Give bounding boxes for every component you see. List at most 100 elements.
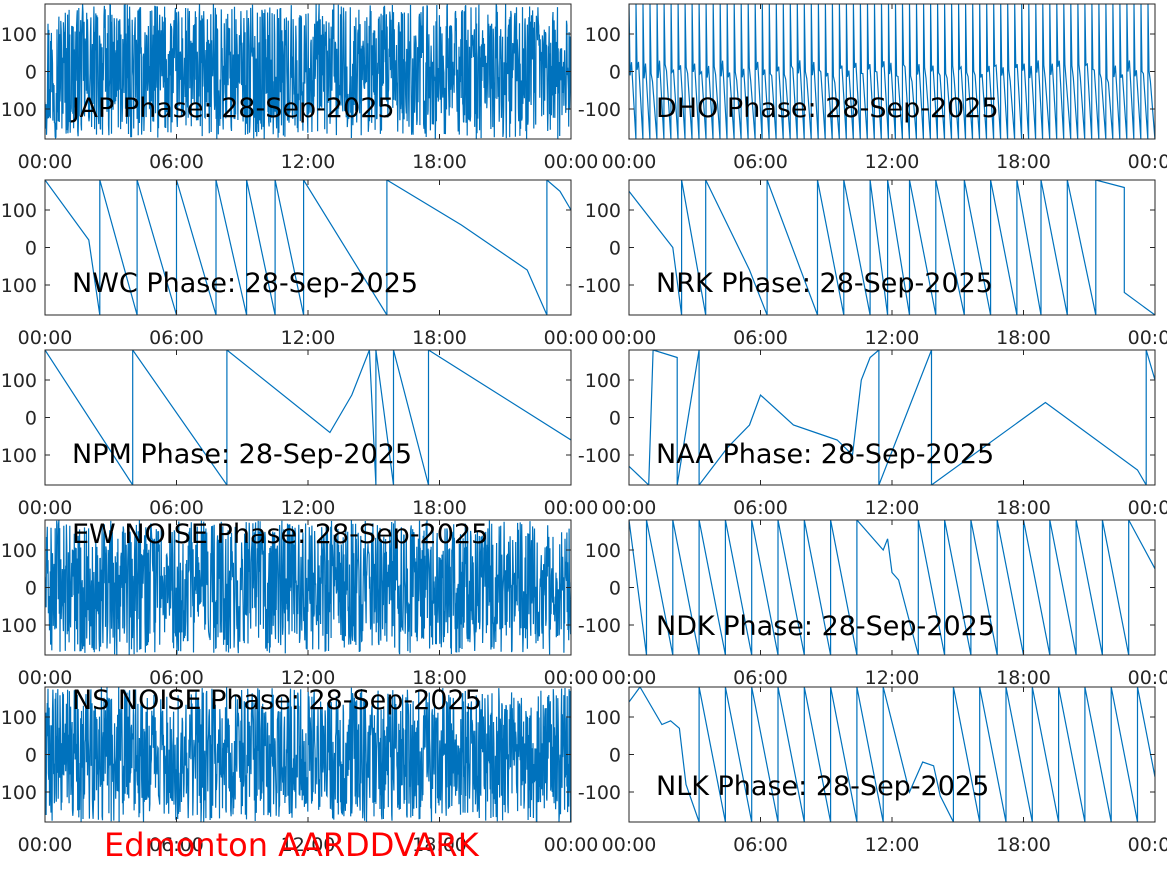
x-tick-label: 00:00: [602, 667, 657, 689]
phase-series-line: [45, 687, 571, 822]
panel-title: NPM Phase: 28-Sep-2025: [72, 439, 412, 470]
x-tick-label: 00:00: [602, 834, 657, 856]
y-tick-label: 100: [1, 540, 37, 562]
panel-title: NS NOISE Phase: 28-Sep-2025: [72, 685, 482, 716]
x-tick-label: 00:00: [18, 151, 73, 173]
x-tick-label: 00:00: [18, 497, 73, 519]
station-label: Edmonton AARDDVARK: [104, 826, 479, 864]
y-tick-label: 0: [25, 408, 37, 430]
x-tick-label: 18:00: [412, 667, 467, 689]
y-tick-label: -100: [578, 615, 621, 637]
phase-series-line: [45, 350, 571, 485]
y-tick-label: 0: [25, 62, 37, 84]
x-tick-label: 18:00: [996, 834, 1051, 856]
phase-series-line: [45, 4, 571, 139]
x-tick-label: 12:00: [865, 834, 920, 856]
x-tick-label: 00:00: [602, 327, 657, 349]
y-tick-label: 0: [609, 745, 621, 767]
phase-series-line: [629, 520, 1155, 655]
x-tick-label: 06:00: [149, 151, 204, 173]
panel-title: NDK Phase: 28-Sep-2025: [656, 611, 995, 642]
x-tick-label: 18:00: [412, 497, 467, 519]
y-tick-label: 100: [1, 24, 37, 46]
x-tick-label: 12:00: [281, 497, 336, 519]
phase-panel: 100 0 -100 00:00 06:00 12:00 18:00 00:00 NS NOIS…: [0, 685, 598, 856]
y-tick-label: -100: [0, 99, 37, 121]
y-tick-label: -100: [0, 615, 37, 637]
x-tick-label: 06:00: [149, 667, 204, 689]
x-tick-label: 12:00: [281, 834, 336, 856]
y-tick-label: 0: [25, 238, 37, 260]
phase-series-line: [629, 4, 1155, 139]
phase-series-line: [629, 350, 1155, 485]
x-tick-label: 06:00: [733, 497, 788, 519]
x-tick-label: 00:00: [1128, 151, 1167, 173]
x-tick-label: 18:00: [412, 151, 467, 173]
x-tick-label: 06:00: [149, 327, 204, 349]
phase-panel: 100 0 -100 00:00 06:00 12:00 18:00 00:00 JAP Pha…: [0, 3, 599, 173]
x-tick-label: 00:00: [1128, 497, 1167, 519]
y-tick-label: 100: [1, 707, 37, 729]
y-tick-label: -100: [0, 275, 37, 297]
y-tick-label: 100: [585, 540, 621, 562]
x-tick-label: 00:00: [544, 327, 599, 349]
x-tick-label: 00:00: [1128, 834, 1167, 856]
y-tick-label: -100: [578, 99, 621, 121]
x-tick-label: 12:00: [281, 151, 336, 173]
y-tick-label: -100: [0, 782, 37, 804]
x-tick-label: 00:00: [602, 497, 657, 519]
y-tick-label: 0: [609, 62, 621, 84]
x-tick-label: 18:00: [996, 667, 1051, 689]
y-tick-label: -100: [578, 782, 621, 804]
x-tick-label: 06:00: [733, 327, 788, 349]
y-tick-label: -100: [0, 445, 37, 467]
x-tick-label: 06:00: [733, 667, 788, 689]
y-tick-label: -100: [578, 275, 621, 297]
phase-series-line: [629, 180, 1155, 315]
x-tick-label: 12:00: [865, 497, 920, 519]
y-tick-label: 0: [25, 745, 37, 767]
x-tick-label: 12:00: [281, 667, 336, 689]
x-tick-label: 12:00: [865, 327, 920, 349]
x-tick-label: 12:00: [865, 151, 920, 173]
y-tick-label: 0: [609, 238, 621, 260]
phase-series-line: [45, 520, 571, 655]
x-tick-label: 18:00: [412, 327, 467, 349]
y-tick-label: -100: [578, 445, 621, 467]
y-tick-label: 0: [609, 408, 621, 430]
x-tick-label: 18:00: [412, 834, 467, 856]
x-tick-label: 18:00: [996, 151, 1051, 173]
x-tick-label: 12:00: [865, 667, 920, 689]
x-tick-label: 00:00: [18, 667, 73, 689]
x-tick-label: 00:00: [544, 834, 599, 856]
panel-title: NAA Phase: 28-Sep-2025: [656, 439, 994, 470]
x-tick-label: 00:00: [602, 151, 657, 173]
y-tick-label: 100: [585, 370, 621, 392]
y-tick-label: 0: [25, 578, 37, 600]
panel-title: DHO Phase: 28-Sep-2025: [656, 93, 999, 124]
x-tick-label: 00:00: [1128, 667, 1167, 689]
y-tick-label: 100: [585, 707, 621, 729]
phase-panel: 100 0 -100 00:00 06:00 12:00 18:00 00:00 NRK Pha…: [578, 179, 1167, 349]
x-tick-label: 00:00: [544, 497, 599, 519]
x-tick-label: 00:00: [18, 327, 73, 349]
phase-panel: 100 0 -100 00:00 06:00 12:00 18:00 00:00 DHO Pha…: [578, 3, 1167, 173]
x-tick-label: 00:00: [1128, 327, 1167, 349]
x-tick-label: 18:00: [996, 327, 1051, 349]
panel-title: NLK Phase: 28-Sep-2025: [656, 771, 989, 802]
phase-panel: 100 0 -100 00:00 06:00 12:00 18:00 00:00 EW NOIS…: [0, 519, 598, 689]
x-tick-label: 06:00: [149, 497, 204, 519]
x-tick-label: 06:00: [149, 834, 204, 856]
panel-title: NRK Phase: 28-Sep-2025: [656, 268, 993, 299]
x-tick-label: 12:00: [281, 327, 336, 349]
phase-panel: 100 0 -100 00:00 06:00 12:00 18:00 00:00 NDK Pha…: [578, 519, 1167, 689]
x-tick-label: 00:00: [544, 151, 599, 173]
x-tick-label: 06:00: [733, 151, 788, 173]
y-tick-label: 100: [585, 24, 621, 46]
panel-title: EW NOISE Phase: 28-Sep-2025: [72, 519, 488, 550]
y-tick-label: 100: [1, 200, 37, 222]
panel-title: JAP Phase: 28-Sep-2025: [70, 93, 395, 124]
phase-panel: 100 0 -100 00:00 06:00 12:00 18:00 00:00 NAA Pha…: [578, 349, 1167, 519]
panel-title: NWC Phase: 28-Sep-2025: [72, 268, 418, 299]
